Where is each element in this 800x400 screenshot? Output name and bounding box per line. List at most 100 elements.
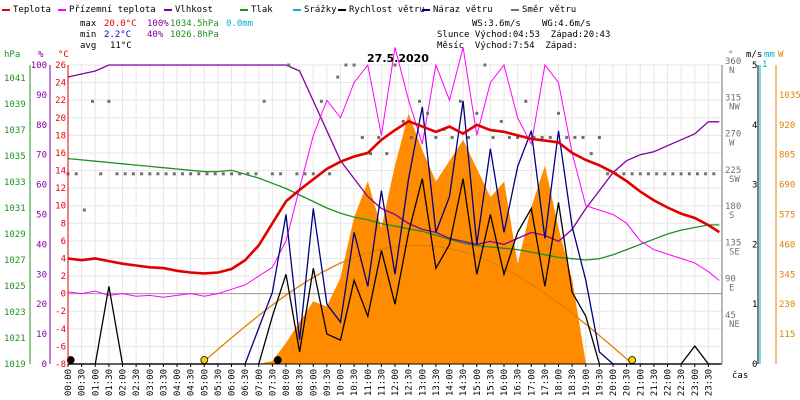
pct-tick-label: 90 — [36, 91, 47, 101]
wind-dir-point — [262, 99, 266, 103]
temperature-series — [67, 119, 721, 275]
temp-tick-label: 26 — [55, 61, 66, 71]
stats-max-hum: 100% — [147, 19, 169, 29]
wind-dir-point — [213, 172, 217, 176]
stats-block: max min avg 20.0°C 100% 1034.5hPa 0.0mm … — [80, 19, 610, 51]
pct-tick-label: 20 — [36, 300, 47, 310]
wind-dir-point — [369, 152, 372, 156]
wind-dir-point — [140, 172, 144, 176]
x-tick-label: 20:30 — [623, 369, 633, 396]
x-tick-label: 08:00 — [282, 369, 292, 396]
wind-dir-point — [401, 119, 405, 123]
legend-swatch-temperature — [2, 9, 10, 11]
x-tick-label: 10:30 — [350, 369, 360, 396]
wind-dir-point — [189, 172, 193, 176]
dir-tick-degrees: 360 — [725, 57, 741, 67]
wind-dir-point — [385, 152, 389, 156]
hpa-tick-label: 1033 — [4, 178, 26, 188]
x-tick-label: 01:30 — [105, 369, 115, 396]
pct-tick-label: 0 — [42, 360, 47, 370]
pressure-series — [67, 157, 720, 261]
wind-dir-point — [597, 136, 601, 139]
temp-tick-label: 24 — [55, 79, 66, 89]
wind-dir-point — [230, 172, 233, 176]
wind-dir-point — [254, 172, 258, 176]
unit-watt: W — [778, 50, 784, 60]
legend-temperature: Teplota — [13, 5, 51, 15]
unit-ms: m/s — [746, 50, 762, 60]
x-tick-label: 18:30 — [568, 369, 578, 396]
pct-tick-label: 80 — [36, 121, 47, 131]
ms-tick-label: 2 — [752, 240, 757, 250]
temp-tick-label: 8 — [61, 219, 66, 229]
wind-dir-point — [679, 172, 683, 176]
wind-dir-point — [565, 136, 569, 139]
temp-tick-label: 12 — [55, 184, 66, 194]
wind-dir-point — [467, 136, 471, 139]
wind-dir-point — [524, 99, 528, 103]
stats-moon: Měsíc Východ:7:54 Západ: — [437, 41, 578, 51]
unit-hpa: hPa — [4, 50, 20, 60]
w-tick-label: 115 — [779, 330, 795, 340]
dir-tick-degrees: 135 — [725, 238, 741, 248]
solar-radiation-series — [204, 113, 587, 365]
ground-temp-series — [67, 47, 720, 298]
ms-tick-label: 0 — [752, 360, 757, 370]
hpa-tick-label: 1041 — [4, 74, 26, 84]
hpa-tick-label: 1023 — [4, 308, 26, 318]
wind-dir-point — [238, 172, 242, 176]
hpa-tick-label: 1031 — [4, 204, 26, 214]
w-tick-label: 345 — [779, 270, 795, 280]
wind-dir-point — [107, 99, 111, 103]
legend-swatch-ground-temp — [58, 9, 66, 11]
x-tick-label: 17:00 — [527, 369, 537, 396]
wind-dir-point — [622, 172, 626, 176]
legend-humidity: Vlhkost — [175, 5, 213, 15]
wind-dir-point — [655, 172, 659, 176]
hpa-tick-label: 1027 — [4, 256, 26, 266]
wind-dir-point — [336, 75, 340, 79]
wind-dir-point — [589, 152, 593, 156]
x-tick-label: 02:30 — [132, 369, 142, 396]
wind-dir-point — [663, 172, 667, 176]
x-tick-label: 23:30 — [704, 369, 714, 396]
wind-dir-point — [687, 172, 691, 176]
wind-dir-point — [483, 63, 487, 67]
hpa-tick-label: 1037 — [4, 126, 26, 136]
wind-dir-point — [328, 172, 332, 176]
dir-tick-compass: SW — [729, 175, 740, 185]
ms-tick-label: 1 — [752, 300, 757, 310]
temp-tick-label: 4 — [61, 255, 66, 265]
ms-tick-label: 3 — [752, 181, 757, 191]
mm-axis-top: 1 — [762, 60, 767, 70]
temp-tick-label: 0 — [61, 290, 66, 300]
x-tick-label: 18:00 — [555, 369, 565, 396]
temp-tick-label: -2 — [55, 307, 66, 317]
x-tick-label: 19:30 — [595, 369, 605, 396]
wind-dir-point — [581, 136, 585, 139]
wind-dir-point — [148, 172, 152, 176]
wind-dir-point — [450, 136, 454, 139]
wind-dir-point — [303, 172, 307, 176]
hpa-tick-label: 1029 — [4, 230, 26, 240]
dir-tick-degrees: 180 — [725, 202, 741, 212]
stats-max-rain: 0.0mm — [226, 19, 253, 29]
wind-dir-point — [532, 136, 536, 139]
temp-tick-label: 18 — [55, 131, 66, 141]
x-tick-label: 04:00 — [173, 369, 183, 396]
temp-tick-label: -8 — [55, 360, 66, 370]
x-tick-label: 13:30 — [432, 369, 442, 396]
temp-tick-label: -4 — [55, 325, 66, 335]
wind-dir-point — [704, 172, 708, 176]
axes: 1041103910371035103310311029102710251023… — [4, 57, 800, 396]
w-tick-label: 1035 — [779, 91, 800, 101]
x-tick-label: 11:00 — [364, 369, 374, 396]
wind-dir-point — [712, 172, 716, 176]
stats-max-label: max — [80, 19, 97, 29]
dir-tick-compass: W — [729, 139, 735, 149]
wind-dir-point — [172, 172, 176, 176]
temp-tick-label: 16 — [55, 149, 66, 159]
x-tick-label: 17:30 — [541, 369, 551, 396]
sun-curve-line — [200, 244, 634, 365]
